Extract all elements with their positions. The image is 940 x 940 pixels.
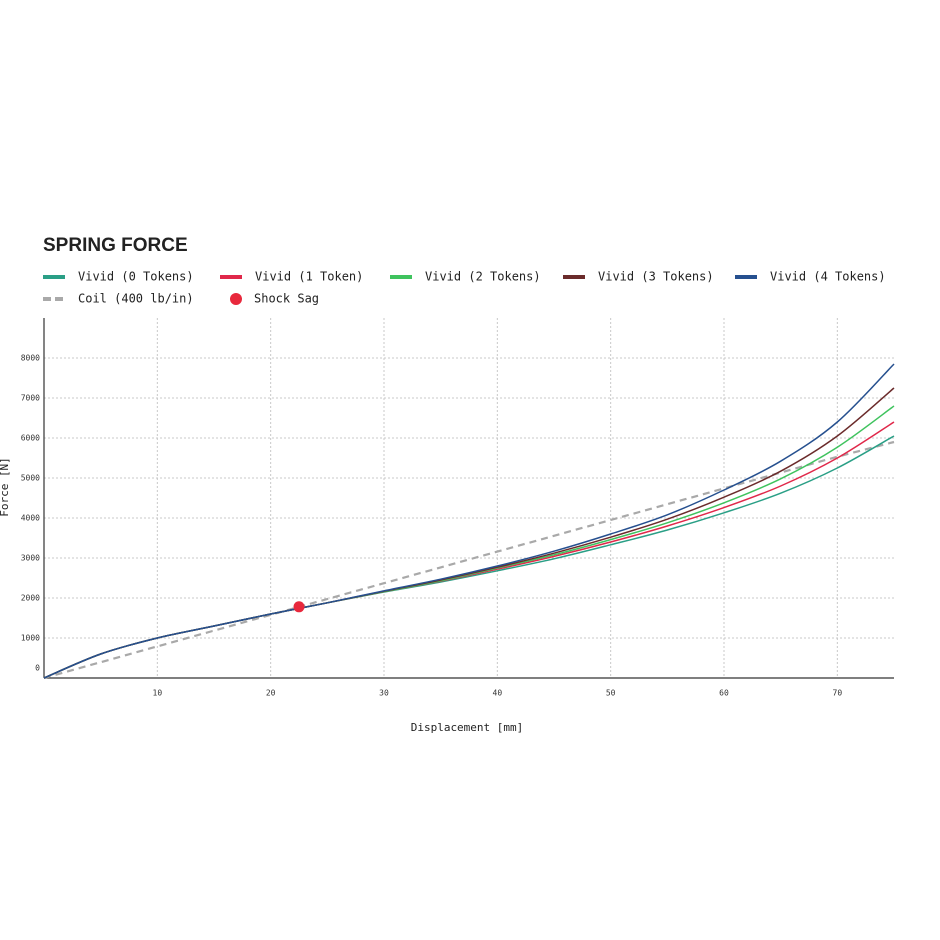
series-line: [43, 405, 895, 679]
y-tick-label: 7000: [21, 394, 40, 403]
y-tick-label: 6000: [21, 434, 40, 443]
legend-label: Vivid (0 Tokens): [78, 270, 194, 284]
y-tick-label: 8000: [21, 354, 40, 363]
y-tick-label: 1000: [21, 634, 40, 643]
y-tick-label: 5000: [21, 474, 40, 483]
legend-label: Vivid (4 Tokens): [770, 270, 886, 284]
x-tick-label: 10: [153, 689, 163, 698]
x-tick-label: 40: [493, 689, 503, 698]
legend-item: Vivid (4 Tokens): [735, 270, 886, 284]
sag-point: [293, 601, 305, 613]
y-axis-label: Force [N]: [0, 457, 11, 517]
x-tick-label: 30: [379, 689, 389, 698]
x-tick-label: 50: [606, 689, 616, 698]
legend-label: Shock Sag: [254, 292, 319, 306]
series-line: [43, 421, 895, 679]
legend-item: Vivid (1 Token): [220, 270, 363, 284]
legend-item: Vivid (3 Tokens): [563, 270, 714, 284]
series-line: [43, 363, 895, 679]
x-tick-label: 20: [266, 689, 276, 698]
legend-label: Vivid (3 Tokens): [598, 270, 714, 284]
y-tick-label: 3000: [21, 554, 40, 563]
legend-item: Vivid (2 Tokens): [390, 270, 541, 284]
chart-title: SPRING FORCE: [43, 235, 188, 256]
y-tick-label: 4000: [21, 514, 40, 523]
legend-item: Shock Sag: [230, 292, 319, 306]
x-tick-label: 60: [719, 689, 729, 698]
series-line: [43, 440, 895, 680]
legend-label: Vivid (1 Token): [255, 270, 363, 284]
x-tick-label: 70: [833, 689, 843, 698]
legend-swatch: [230, 293, 242, 305]
y-tick-label: 2000: [21, 594, 40, 603]
legend-item: Coil (400 lb/in): [43, 292, 194, 306]
legend-label: Vivid (2 Tokens): [425, 270, 541, 284]
legend-item: Vivid (0 Tokens): [43, 270, 194, 284]
x-axis-label: Displacement [mm]: [411, 721, 524, 734]
legend-label: Coil (400 lb/in): [78, 292, 194, 306]
y-tick-label: 0: [35, 664, 40, 673]
